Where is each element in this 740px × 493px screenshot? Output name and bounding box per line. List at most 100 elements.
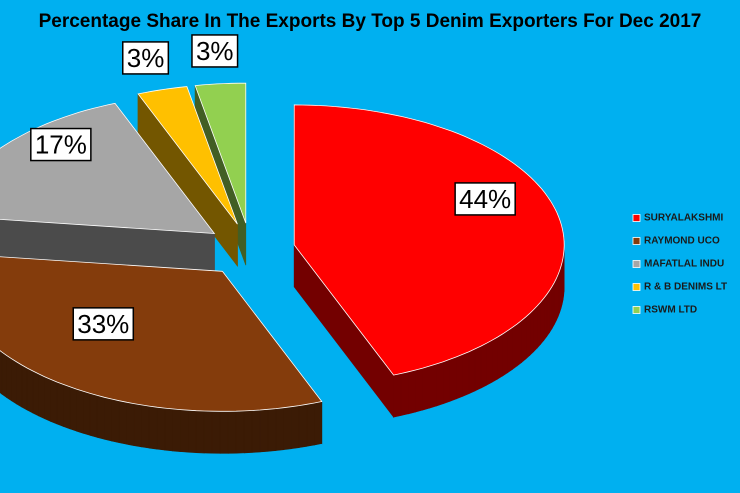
slice-side — [462, 351, 470, 397]
data-label: 17% — [35, 130, 87, 160]
slice-side — [56, 381, 64, 427]
slice-side — [164, 407, 173, 452]
label-box — [30, 127, 92, 162]
slice-side — [549, 285, 553, 334]
slice-side — [291, 405, 300, 450]
legend-label: RSWM LTD — [644, 305, 697, 316]
legend-swatch — [632, 214, 641, 222]
slice-side — [267, 408, 277, 452]
slice-side — [275, 407, 284, 451]
slice-side — [76, 388, 84, 434]
slice-side — [1, 351, 7, 399]
data-label: 3% — [196, 36, 234, 66]
slice-side — [26, 367, 34, 414]
slice-side — [38, 373, 45, 420]
chart-title: Percentage Share In The Exports By Top 5… — [39, 11, 702, 32]
slice-side — [540, 297, 545, 345]
slice-side — [415, 367, 423, 413]
slice-side — [449, 356, 457, 402]
label-box — [454, 182, 516, 216]
slice-side — [211, 410, 221, 454]
legend-swatch — [632, 237, 641, 245]
slice-side — [543, 293, 548, 342]
slice-side — [533, 305, 538, 353]
slice-side — [96, 394, 105, 440]
slice-side — [497, 333, 504, 380]
slice-side — [306, 402, 315, 447]
slice-side — [235, 410, 245, 454]
slice-side — [536, 301, 541, 349]
slice-side — [480, 342, 487, 389]
slice-side — [243, 410, 253, 454]
slice-group — [0, 256, 323, 454]
slice-side — [400, 371, 409, 416]
slice-side — [141, 404, 150, 449]
slice-side — [156, 406, 166, 451]
slice-side — [172, 408, 181, 452]
data-label: 44% — [459, 184, 511, 214]
slice-side — [180, 409, 189, 453]
data-label: 3% — [127, 43, 165, 73]
slice-side — [89, 393, 98, 438]
slice — [137, 86, 238, 225]
slice-side — [529, 308, 534, 356]
slice-side — [195, 410, 205, 454]
slice-side — [314, 401, 323, 446]
slice-side — [553, 278, 557, 325]
slice — [293, 104, 565, 376]
slice-side — [203, 410, 213, 454]
slice-side — [408, 369, 416, 415]
slice-side — [44, 376, 51, 422]
slice-side — [32, 370, 39, 417]
slice-side — [393, 373, 402, 418]
legend-swatch — [632, 283, 641, 291]
slice-side — [551, 281, 555, 330]
slice-side — [11, 358, 17, 405]
slice-side — [436, 361, 444, 407]
slice-side — [468, 348, 476, 395]
legend-label: SURYALAKSHMI — [644, 213, 723, 224]
slice-side — [126, 401, 135, 446]
slice-side — [456, 353, 464, 400]
legend-swatch — [632, 306, 641, 314]
slice-side — [525, 312, 531, 360]
slice-side — [474, 345, 482, 392]
slice-side — [283, 406, 292, 451]
slice-side — [298, 403, 308, 448]
slice — [194, 82, 247, 224]
slice-side — [512, 323, 518, 370]
slice-side — [148, 405, 158, 450]
slice-side — [50, 378, 58, 425]
legend-label: R & B DENIMS LT — [644, 282, 727, 293]
slice-side — [21, 364, 28, 411]
slice-group — [137, 86, 238, 267]
slice-side — [16, 361, 23, 408]
slice-side — [118, 400, 127, 445]
legend-label: RAYMOND UCO — [644, 236, 720, 247]
slice-side — [188, 409, 197, 453]
slice-side — [422, 365, 430, 411]
slice-side — [83, 390, 91, 436]
slice-side — [502, 330, 509, 377]
slice-side — [491, 336, 498, 383]
slice-group — [293, 104, 565, 418]
label-box — [122, 41, 170, 75]
slice-side — [133, 403, 142, 448]
slice-side — [259, 408, 269, 453]
slice-side — [111, 398, 120, 444]
label-box — [72, 307, 135, 341]
slice-side — [521, 316, 527, 364]
slice-side — [429, 363, 437, 409]
legend-swatch — [632, 260, 641, 268]
slice-side — [443, 358, 451, 405]
data-label: 33% — [77, 309, 129, 339]
slice-side — [63, 384, 71, 430]
slice-side — [507, 326, 513, 374]
slice-side — [486, 339, 493, 386]
slice-side — [6, 354, 12, 402]
slice-side — [516, 319, 522, 367]
label-box — [191, 34, 239, 68]
slice-side — [546, 289, 550, 338]
legend-label: MAFATLAL INDU — [644, 259, 724, 270]
